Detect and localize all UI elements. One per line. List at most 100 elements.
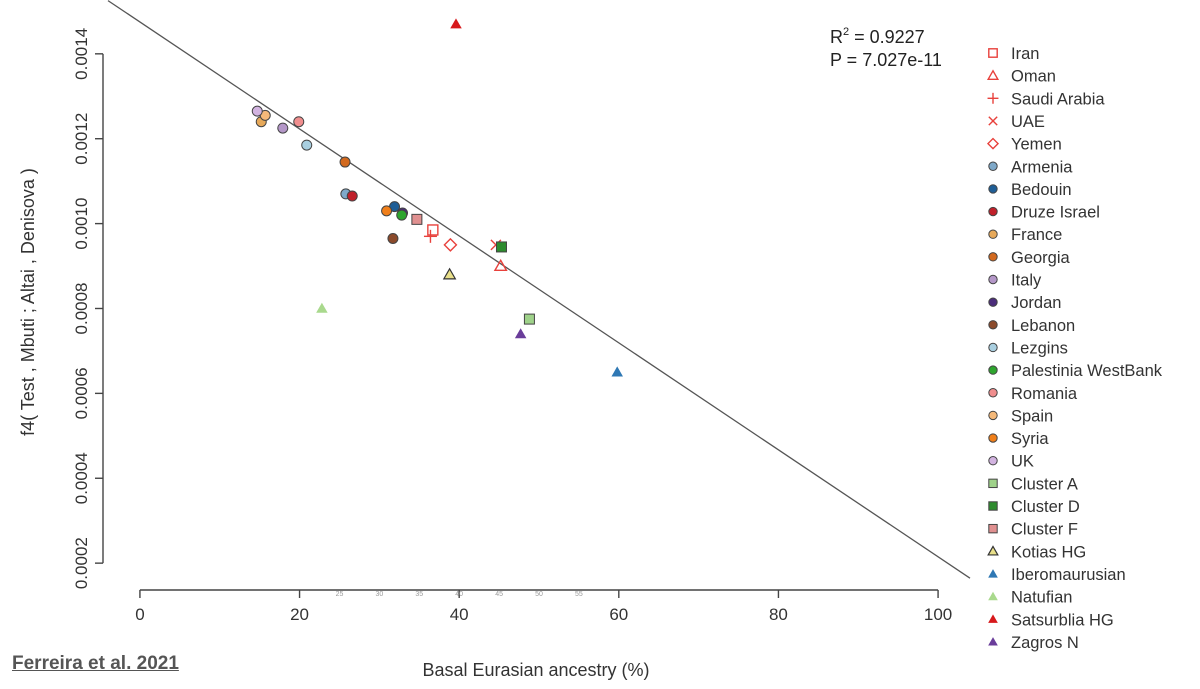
legend-marker-lebanon — [988, 320, 998, 330]
y-tick-label: 0.0010 — [72, 198, 91, 250]
legend-label-iberomaurusian: Iberomaurusian — [1011, 566, 1126, 584]
x-tick-label: 20 — [290, 605, 309, 624]
regression-line — [107, 0, 971, 579]
point-syria — [381, 205, 393, 217]
legend-marker-romania — [988, 388, 998, 398]
legend-label-france: France — [1011, 226, 1062, 244]
legend-label-natufian: Natufian — [1011, 589, 1072, 607]
point-romania — [293, 116, 305, 128]
legend-item-saudi-arabia: Saudi Arabia — [987, 90, 1105, 108]
legend-marker-druze-israel — [988, 206, 998, 217]
legend-item-lezgins: Lezgins — [988, 339, 1068, 357]
legend-item-georgia: Georgia — [988, 249, 1071, 267]
legend-item-oman: Oman — [986, 68, 1056, 86]
legend-label-bedouin: Bedouin — [1011, 181, 1072, 199]
cross-stroke-b — [988, 116, 998, 126]
axes: 0.0002 0.0004 0.0006 0.0008 0.0010 0.0012 0.00… — [72, 28, 952, 624]
point-iberomaurusian — [611, 366, 623, 377]
point-saudi-arabia — [423, 229, 437, 243]
legend-label-zagros-n: Zagros N — [1011, 634, 1079, 652]
point-uk — [251, 105, 263, 117]
legend-item-satsurblia-hg: Satsurblia HG — [988, 611, 1114, 629]
legend-item-jordan: Jordan — [988, 294, 1061, 312]
legend-marker-natufian — [988, 591, 998, 601]
point-palestinia-westbank — [396, 209, 408, 221]
legend-label-italy: Italy — [1011, 272, 1042, 290]
legend-item-iran: Iran — [988, 45, 1039, 63]
legend-label-iran: Iran — [1011, 45, 1039, 63]
legend-label-cluster-d: Cluster D — [1011, 498, 1080, 516]
legend-marker-lezgins — [988, 342, 998, 353]
faint-x-label: 30 — [375, 591, 383, 598]
legend-label-spain: Spain — [1011, 407, 1053, 425]
legend-label-palestinia-westbank: Palestinia WestBank — [1011, 362, 1163, 380]
faint-x-label: 55 — [575, 591, 583, 598]
legend-marker-syria — [988, 433, 998, 443]
data-points — [251, 18, 623, 377]
point-natufian — [316, 302, 328, 313]
legend-label-yemen: Yemen — [1011, 136, 1062, 154]
legend-marker-georgia — [988, 252, 998, 262]
y-tick-label: 0.0014 — [72, 28, 91, 80]
legend-marker-jordan — [988, 297, 998, 307]
x-axis-title: Basal Eurasian ancestry (%) — [422, 660, 649, 680]
legend-marker-oman — [986, 69, 1000, 80]
legend-marker-satsurblia-hg — [988, 614, 998, 623]
legend-label-kotias-hg: Kotias HG — [1011, 543, 1086, 561]
legend-label-syria: Syria — [1011, 430, 1049, 448]
legend-item-france: France — [988, 226, 1062, 244]
legend-label-georgia: Georgia — [1011, 249, 1071, 267]
legend-marker-saudi-arabia — [987, 92, 999, 104]
legend-item-cluster-f: Cluster F — [988, 521, 1078, 539]
y-tick-label: 0.0012 — [72, 113, 91, 165]
legend-item-romania: Romania — [988, 385, 1078, 403]
legend-label-jordan: Jordan — [1011, 294, 1061, 312]
legend-marker-kotias-hg — [987, 545, 999, 556]
y-axis-title: f4( Test , Mbuti ; Altai , Denisova ) — [18, 168, 38, 436]
legend-label-cluster-f: Cluster F — [1011, 521, 1078, 539]
legend-label-romania: Romania — [1011, 385, 1078, 403]
regression-line-group — [107, 0, 971, 579]
x-tick-label: 80 — [769, 605, 788, 624]
legend-marker-bedouin — [988, 184, 998, 194]
p-value-text: P = 7.027e-11 — [830, 50, 942, 70]
legend-label-uae: UAE — [1011, 113, 1045, 131]
point-cluster-a — [523, 313, 535, 325]
legend-marker-italy — [988, 274, 998, 285]
x-tick-label: 0 — [135, 605, 144, 624]
faint-x-label: 40 — [455, 591, 463, 598]
legend-label-oman: Oman — [1011, 68, 1056, 86]
legend-label-cluster-a: Cluster A — [1011, 475, 1078, 493]
legend-label-druze-israel: Druze Israel — [1011, 204, 1100, 222]
legend-marker-cluster-f — [988, 523, 998, 534]
point-cluster-d — [495, 241, 507, 253]
legend-item-iberomaurusian: Iberomaurusian — [988, 566, 1126, 584]
legend-label-satsurblia-hg: Satsurblia HG — [1011, 611, 1114, 629]
point-iran — [427, 224, 439, 236]
legend-item-yemen: Yemen — [986, 136, 1062, 154]
legend-marker-iran — [988, 48, 998, 58]
point-kotias-hg — [442, 267, 457, 280]
legend-marker-palestinia-westbank — [988, 365, 998, 375]
legend-marker-cluster-d — [988, 501, 998, 511]
y-tick-label: 0.0004 — [72, 452, 91, 504]
point-oman — [493, 258, 508, 272]
legend-marker-uae — [988, 116, 998, 126]
citation-text: Ferreira et al. 2021 — [12, 653, 179, 674]
legend-item-palestinia-westbank: Palestinia WestBank — [988, 362, 1163, 380]
legend-item-lebanon: Lebanon — [988, 317, 1075, 335]
faint-x-label: 35 — [415, 591, 423, 598]
r-squared-text: R2 = 0.9227 — [830, 26, 925, 47]
point-georgia — [339, 156, 351, 168]
legend-marker-iberomaurusian — [988, 569, 998, 578]
point-yemen — [443, 237, 458, 252]
legend-item-uae: UAE — [988, 113, 1045, 131]
point-satsurblia-hg — [450, 18, 462, 29]
legend-item-druze-israel: Druze Israel — [988, 204, 1100, 222]
point-druze-israel — [346, 190, 358, 202]
faint-x-label: 50 — [535, 591, 543, 598]
y-tick-label: 0.0008 — [72, 282, 91, 334]
legend-label-saudi-arabia: Saudi Arabia — [1011, 90, 1105, 108]
legend-item-cluster-a: Cluster A — [988, 475, 1078, 493]
